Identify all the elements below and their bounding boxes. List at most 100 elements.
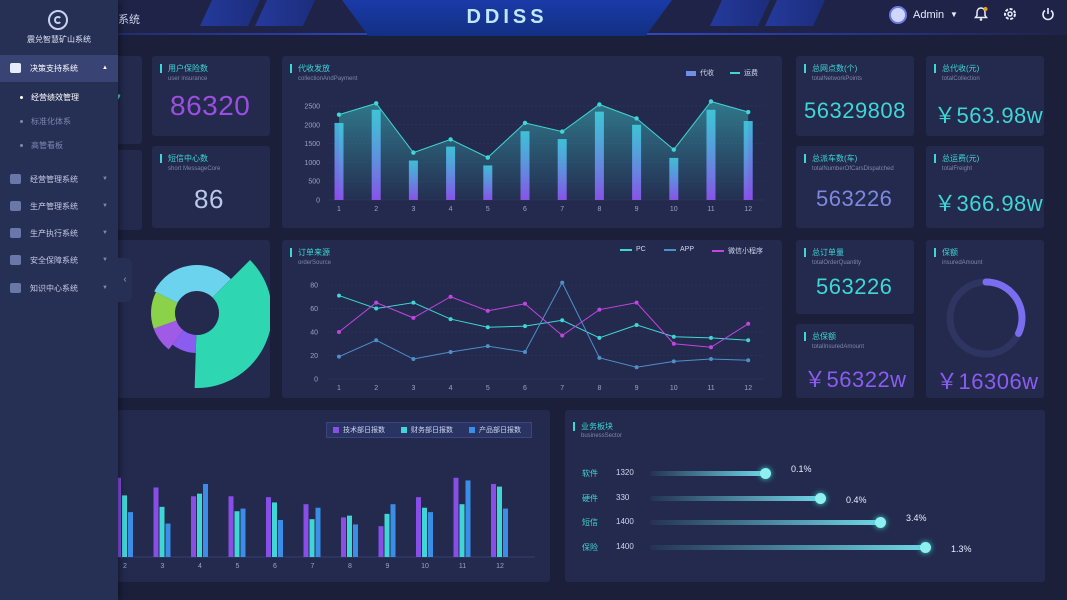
data-point [485,344,490,349]
gear-icon[interactable] [1002,6,1018,27]
data-point [448,317,453,322]
y-tick-label: 0 [316,198,320,205]
pie-slice [151,292,178,329]
sidebar-item-production[interactable]: 生产管理系统 ▼ [0,193,118,220]
card-subtitle: insuredAmount [942,260,983,266]
progress-knob[interactable] [760,468,771,479]
data-point [597,335,602,340]
data-point [746,109,751,115]
x-tick-label: 6 [273,563,277,570]
series-line [338,295,749,341]
stat-value: 86320 [170,90,251,121]
data-point [522,120,528,126]
daily-report-chart: 2 3 4 5 6 7 8 9 10 11 12 [115,477,535,570]
bar [266,497,271,557]
bell-icon[interactable] [973,6,989,27]
sms-center-card: 短信中心数 short MessageCore 86 [152,146,270,228]
progress-knob[interactable] [920,542,931,553]
card-title: 短信中心数 [160,154,208,163]
bar [203,483,208,557]
collapse-sidebar-button[interactable]: ‹ [118,258,132,302]
data-point [523,301,527,306]
card-title: 总保额 [804,332,836,341]
header-stripe [255,0,315,26]
header-stripe [765,0,825,26]
data-point [746,358,751,363]
card-title: 业务板块 [573,422,613,431]
sidebar-subitem-performance[interactable]: 经营绩效管理 [0,85,118,109]
bar [278,520,283,557]
data-point [560,129,565,134]
x-tick-label: 6 [523,206,527,213]
card-subtitle: totalCollection [942,76,980,82]
legend-item[interactable]: 产品部日报数 [469,425,521,435]
business-count: 330 [616,493,630,502]
sidebar-subitem-standard[interactable]: 标准化体系 [0,109,118,133]
sidebar-item-decision[interactable]: 决策支持系统 ▲ [0,55,118,82]
legend-item[interactable]: PC [620,246,646,253]
legend-item[interactable]: 技术部日报数 [333,425,385,435]
data-point [597,102,602,107]
legend-item[interactable]: 微信小程序 [712,246,763,256]
area-fill [339,101,749,200]
data-point [560,333,565,338]
x-tick-label: 11 [459,563,466,570]
pie-slice [172,330,197,353]
legend-item[interactable]: 代收 [686,68,714,78]
chevron-down-icon: ▼ [102,285,108,291]
network-points-card: 总网点数(个) totalNetworkPoints 56329808 [796,56,914,136]
shield-icon [10,255,21,265]
data-point [448,137,453,142]
sidebar-item-safety[interactable]: 安全保障系统 ▼ [0,247,118,274]
bar [378,526,384,557]
y-tick-label: 1500 [304,141,320,148]
bar [341,517,346,557]
chevron-down-icon[interactable]: ▼ [950,10,958,19]
x-tick-label: 5 [236,563,240,570]
breadcrumb: 系统 [118,14,140,26]
card-title: 总订单量 [804,248,844,257]
bar [491,483,496,557]
legend-item[interactable]: APP [664,246,694,253]
bar [416,497,421,557]
data-point [671,359,676,364]
legend-item[interactable]: 运费 [730,68,758,78]
bar [116,477,121,557]
progress-knob[interactable] [875,517,886,528]
sidebar-subitem-executive[interactable]: 高管看板 [0,133,118,157]
y-tick-label: 40 [310,330,318,337]
book-icon [10,283,21,293]
bar [315,507,321,557]
progress-knob[interactable] [815,493,826,504]
business-count: 1400 [616,542,634,551]
tool-icon [10,63,21,73]
order-source-panel: 订单来源 orderSource PC APP 微信小程序 0 20 40 60 80 1… [282,240,782,398]
logo-text: 震兑智慧矿山系统 [27,35,91,44]
stat-value: 563226 [816,186,893,211]
power-icon[interactable] [1040,6,1056,27]
x-tick-label: 12 [744,206,752,213]
sidebar-item-execution[interactable]: 生产执行系统 ▼ [0,220,118,247]
total-collection-card: 总代收(元) totalCollection ￥563.98w [926,56,1044,136]
sidebar-item-business[interactable]: 经营管理系统 ▼ [0,166,118,193]
bar [459,504,465,557]
insured-total-card: 总保额 totalInsuredAmount ￥56322w [796,324,914,398]
legend-item[interactable]: 财务部日报数 [401,425,453,435]
card-title: 总运费(元) [934,154,979,163]
chevron-down-icon: ▼ [102,176,108,182]
data-point [374,338,379,343]
data-point [337,330,341,334]
x-tick-label: 5 [486,385,490,392]
user-name[interactable]: Admin [913,9,945,21]
x-tick-label: 12 [496,563,504,570]
card-subtitle: totalOrderQuantity [812,260,862,266]
bar [384,513,390,557]
sidebar-item-knowledge[interactable]: 知识中心系统 ▼ [0,275,118,302]
daily-report-panel: 技术部日报数 财务部日报数 产品部日报数 2 3 4 5 6 7 8 9 10 11 12 [60,410,550,582]
bar [353,524,358,557]
y-tick-label: 1000 [304,160,320,167]
user-avatar[interactable] [889,6,907,24]
x-tick-label: 8 [348,563,352,570]
bar [503,508,508,557]
